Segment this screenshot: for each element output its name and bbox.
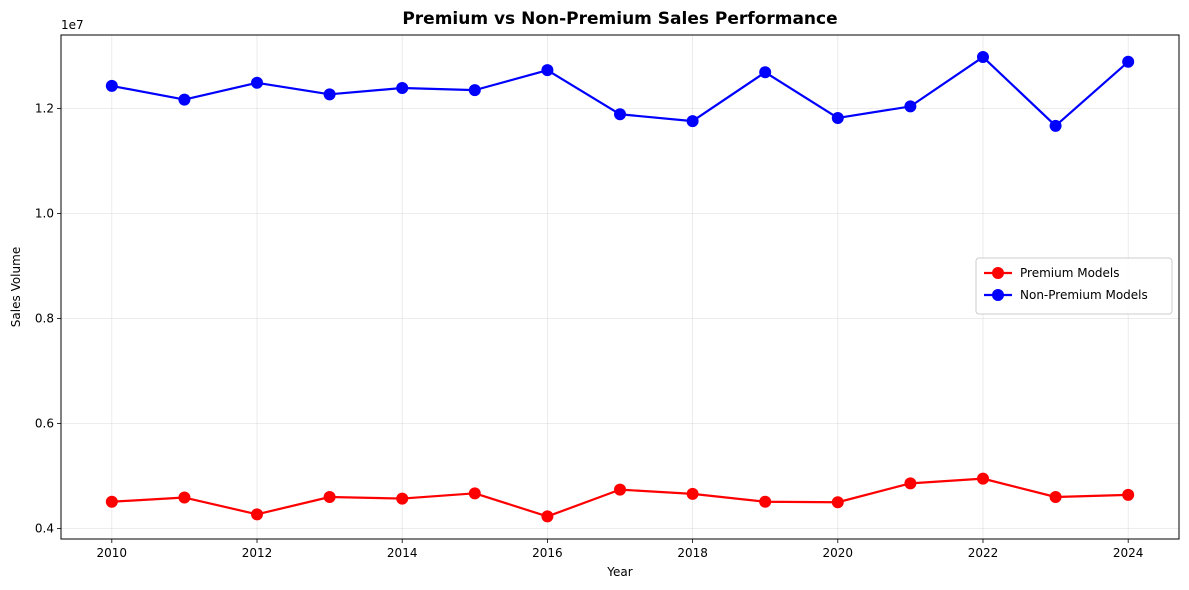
y-tick-label: 0.6 — [35, 417, 54, 431]
data-point — [759, 66, 772, 79]
data-point — [1049, 119, 1062, 132]
data-point — [1049, 491, 1062, 503]
x-tick-label: 2016 — [532, 546, 563, 560]
legend-label: Non-Premium Models — [1020, 288, 1148, 302]
data-point — [251, 76, 264, 89]
data-point — [178, 491, 191, 504]
data-point — [1122, 488, 1135, 501]
legend: Premium Models Non-Premium Models — [975, 257, 1173, 315]
series-group — [105, 51, 1135, 523]
x-tick-label: 2022 — [968, 546, 999, 560]
y-tick-label: 0.4 — [35, 522, 54, 536]
x-tick-label: 2014 — [387, 546, 418, 560]
data-point — [105, 495, 118, 508]
data-point — [396, 82, 409, 95]
data-point — [614, 483, 626, 496]
legend-item: Premium Models — [984, 266, 1120, 280]
legend-label: Premium Models — [1020, 266, 1120, 280]
data-point — [541, 510, 554, 523]
plot-frame — [60, 34, 1180, 540]
data-point — [468, 84, 481, 97]
data-point — [614, 108, 626, 121]
y-tick-label: 0.8 — [35, 312, 54, 326]
legend-marker-swatch — [992, 289, 1004, 301]
x-tick-label: 2012 — [242, 546, 273, 560]
x-tick-label: 2020 — [823, 546, 854, 560]
x-axis-title: Year — [606, 565, 632, 579]
legend-item: Non-Premium Models — [984, 288, 1148, 302]
chart-title: Premium vs Non-Premium Sales Performance — [402, 9, 837, 29]
data-point — [541, 64, 554, 77]
data-point — [976, 472, 989, 485]
data-point — [178, 93, 191, 106]
legend-marker-swatch — [992, 267, 1004, 279]
data-point — [831, 496, 844, 509]
data-point — [323, 88, 336, 101]
x-tick-label: 2024 — [1113, 546, 1144, 560]
grid — [61, 35, 1179, 539]
data-point — [904, 100, 917, 113]
y-axis-title: Sales Volume — [9, 247, 23, 327]
data-point — [396, 492, 409, 505]
data-point — [251, 508, 264, 521]
data-point — [468, 487, 481, 500]
data-point — [1122, 55, 1135, 68]
y-tick-label: 1.0 — [35, 207, 54, 221]
data-point — [323, 491, 336, 503]
data-point — [686, 487, 699, 500]
data-point — [831, 111, 844, 124]
y-axis-offset-label: 1e7 — [61, 18, 84, 32]
data-point — [976, 51, 989, 64]
x-tick-label: 2010 — [97, 546, 128, 560]
data-point — [904, 477, 917, 490]
x-tick-label: 2018 — [677, 546, 708, 560]
axis-ticks: 2010 2012 2014 2016 2018 2020 2022 2024 0.4 0.6 0.… — [35, 102, 1144, 561]
data-point — [686, 115, 699, 128]
data-point — [105, 79, 118, 92]
series-1 — [105, 51, 1135, 132]
data-point — [759, 495, 772, 508]
series-0 — [105, 472, 1135, 523]
y-tick-label: 1.2 — [35, 102, 54, 116]
legend-box — [975, 257, 1173, 315]
